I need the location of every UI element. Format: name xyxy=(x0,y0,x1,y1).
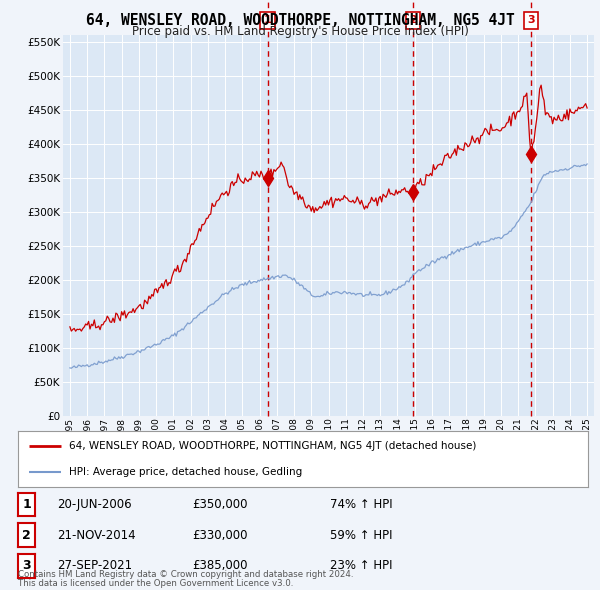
Text: HPI: Average price, detached house, Gedling: HPI: Average price, detached house, Gedl… xyxy=(70,467,302,477)
Text: This data is licensed under the Open Government Licence v3.0.: This data is licensed under the Open Gov… xyxy=(18,579,293,588)
Text: 21-NOV-2014: 21-NOV-2014 xyxy=(57,529,136,542)
Text: 2: 2 xyxy=(409,15,416,25)
Text: 74% ↑ HPI: 74% ↑ HPI xyxy=(330,498,392,511)
Text: 1: 1 xyxy=(264,15,272,25)
Text: 64, WENSLEY ROAD, WOODTHORPE, NOTTINGHAM, NG5 4JT (detached house): 64, WENSLEY ROAD, WOODTHORPE, NOTTINGHAM… xyxy=(70,441,476,451)
Text: 1: 1 xyxy=(22,498,31,511)
Text: 20-JUN-2006: 20-JUN-2006 xyxy=(57,498,131,511)
Text: 59% ↑ HPI: 59% ↑ HPI xyxy=(330,529,392,542)
Text: 3: 3 xyxy=(527,15,535,25)
Text: £385,000: £385,000 xyxy=(192,559,248,572)
Text: 64, WENSLEY ROAD, WOODTHORPE, NOTTINGHAM, NG5 4JT: 64, WENSLEY ROAD, WOODTHORPE, NOTTINGHAM… xyxy=(86,13,514,28)
Text: £350,000: £350,000 xyxy=(192,498,248,511)
Text: 3: 3 xyxy=(22,559,31,572)
Text: 2: 2 xyxy=(22,529,31,542)
Text: 23% ↑ HPI: 23% ↑ HPI xyxy=(330,559,392,572)
Text: Price paid vs. HM Land Registry's House Price Index (HPI): Price paid vs. HM Land Registry's House … xyxy=(131,25,469,38)
Text: 27-SEP-2021: 27-SEP-2021 xyxy=(57,559,132,572)
Text: Contains HM Land Registry data © Crown copyright and database right 2024.: Contains HM Land Registry data © Crown c… xyxy=(18,571,353,579)
Text: £330,000: £330,000 xyxy=(192,529,248,542)
